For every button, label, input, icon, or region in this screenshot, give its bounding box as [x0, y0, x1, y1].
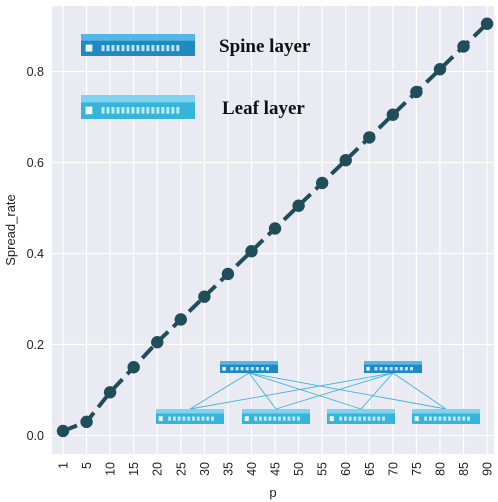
data-point	[433, 63, 447, 76]
x-tick-label: 70	[386, 462, 400, 476]
x-tick-label: 85	[457, 462, 471, 476]
data-point	[363, 131, 376, 144]
y-tick-label: 0.0	[27, 429, 44, 443]
legend-label: Spine layer	[219, 36, 311, 57]
data-point	[221, 267, 235, 281]
x-tick-label: 45	[269, 462, 283, 476]
y-tick-label: 0.8	[27, 65, 44, 79]
data-point	[174, 313, 187, 326]
data-point	[386, 108, 400, 121]
x-tick-label: 65	[363, 462, 377, 476]
data-point	[151, 336, 164, 349]
y-tick-labels: 0.0 0.2 0.4 0.6 0.8	[27, 65, 44, 443]
series-group	[56, 17, 494, 438]
leaf-switch-icon	[81, 95, 195, 119]
leaf-switch-icon	[412, 409, 480, 424]
x-tick-label: 80	[433, 462, 447, 476]
legend-label: Leaf layer	[222, 98, 305, 119]
topology-link	[360, 372, 394, 410]
data-point	[268, 222, 282, 235]
data-point	[56, 424, 70, 438]
topology-link	[189, 372, 394, 410]
x-tick-label: 40	[245, 462, 259, 476]
x-tick-label: 5	[80, 462, 94, 469]
x-tick-label: 60	[339, 462, 353, 476]
x-tick-label: 15	[127, 462, 141, 476]
spine-switch-icon	[220, 361, 278, 373]
topology-link	[248, 372, 447, 410]
x-tick-label: 50	[292, 462, 306, 476]
x-tick-labels: 1 5 10 15 20 25 30 35 40 45 50 55 60 65 70 75 80 85 90	[57, 462, 495, 476]
x-tick-label: 90	[481, 462, 495, 476]
x-tick-label: 30	[198, 462, 212, 476]
data-point	[245, 245, 258, 258]
leaf-switch-icon	[156, 409, 224, 424]
data-point	[127, 361, 140, 374]
legend: Spine layer Leaf layer	[81, 34, 311, 119]
spine-switch-icon	[364, 361, 422, 373]
data-point	[103, 386, 117, 399]
spine-leaf-topology-icon	[156, 361, 480, 424]
data-point	[339, 154, 352, 167]
leaf-switch-icon	[242, 409, 310, 424]
x-tick-label: 20	[151, 462, 165, 476]
data-point	[480, 17, 494, 30]
topology-link	[275, 372, 394, 410]
x-tick-label: 10	[104, 462, 118, 476]
topology-link	[248, 372, 362, 410]
data-point	[80, 415, 93, 429]
spine-switch-icon	[81, 34, 195, 56]
x-tick-label: 35	[221, 462, 235, 476]
leaf-switch-icon	[327, 409, 395, 424]
y-axis-label: Spread_rate	[3, 194, 18, 266]
topology-link	[189, 372, 250, 410]
y-tick-label: 0.2	[27, 338, 44, 352]
data-point	[410, 85, 423, 99]
topology-link	[392, 372, 447, 410]
x-tick-label: 1	[57, 462, 71, 469]
topology-link	[248, 372, 277, 410]
y-tick-label: 0.4	[27, 247, 44, 261]
data-point	[315, 176, 329, 190]
data-point	[292, 199, 305, 212]
y-tick-label: 0.6	[27, 156, 44, 170]
x-tick-label: 25	[174, 462, 188, 476]
x-axis-label: p	[269, 485, 276, 500]
x-tick-label: 55	[316, 462, 330, 476]
data-point	[198, 290, 211, 303]
x-tick-label: 75	[410, 462, 424, 476]
data-point	[457, 40, 470, 53]
